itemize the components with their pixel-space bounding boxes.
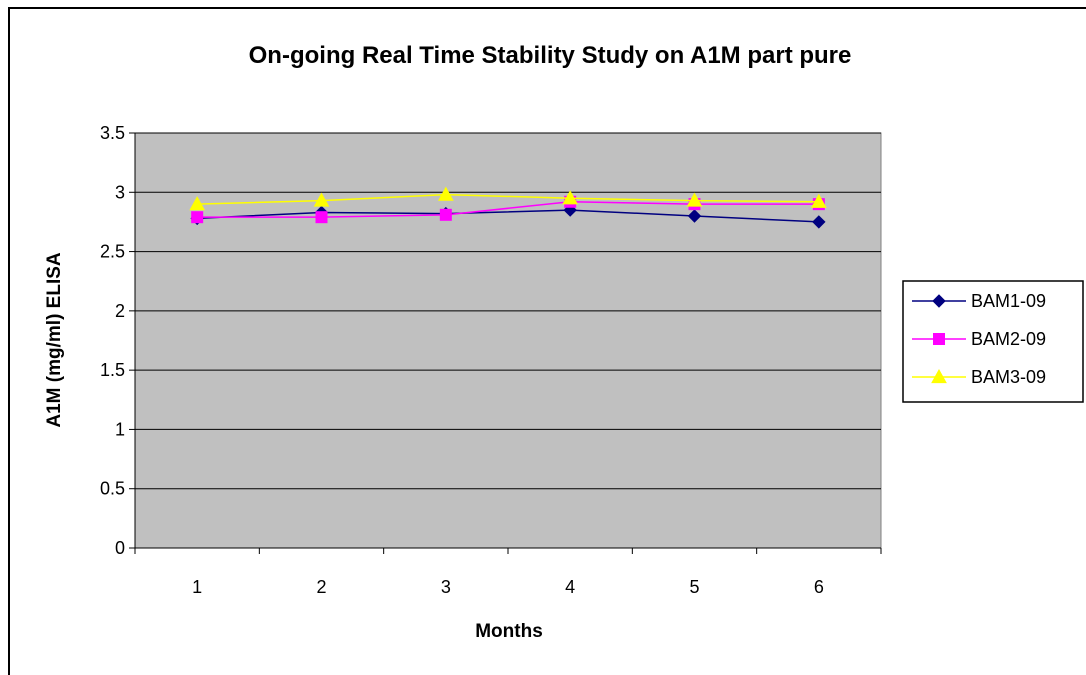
x-tick-label: 6 xyxy=(814,577,824,597)
legend-marker-bam2-09 xyxy=(933,333,945,345)
y-tick-label: 0 xyxy=(115,538,125,558)
x-tick-label: 2 xyxy=(316,577,326,597)
data-point-bam1-09 xyxy=(812,215,826,229)
legend-label-bam1-09: BAM1-09 xyxy=(971,291,1046,311)
data-point-bam3-09 xyxy=(189,196,206,211)
y-tick-label: 0.5 xyxy=(100,479,125,499)
x-axis: 1 2 3 4 5 6 xyxy=(134,547,882,597)
legend-label-bam3-09: BAM3-09 xyxy=(971,367,1046,387)
data-point-bam2-09 xyxy=(315,211,328,224)
x-tick-label: 4 xyxy=(565,577,575,597)
series-line-bam3-09 xyxy=(197,193,819,205)
x-tick-label: 5 xyxy=(689,577,699,597)
y-tick-label: 3 xyxy=(115,182,125,202)
y-axis-title: A1M (mg/ml) ELISA xyxy=(44,252,65,428)
y-tick-label: 2.5 xyxy=(100,242,125,262)
data-point-bam2-09 xyxy=(191,211,204,224)
data-point-bam1-09 xyxy=(687,209,702,223)
y-tick-label: 3.5 xyxy=(100,123,125,143)
legend-marker-bam1-09 xyxy=(932,294,946,308)
y-tick-label: 1 xyxy=(115,419,125,439)
legend: BAM1-09 BAM2-09 BAM3-09 xyxy=(902,280,1084,403)
data-point-bam3-09 xyxy=(437,186,454,201)
grid-lines xyxy=(135,132,881,490)
legend-label-bam2-09: BAM2-09 xyxy=(971,329,1046,349)
series-line-bam1-09 xyxy=(197,209,819,223)
data-point-bam3-09 xyxy=(810,193,827,208)
series-line-bam2-09 xyxy=(197,201,819,218)
data-point-bam2-09 xyxy=(439,208,452,221)
series-layer xyxy=(189,186,827,229)
x-axis-title: Months xyxy=(475,621,543,642)
x-tick-label: 3 xyxy=(441,577,451,597)
data-point-bam3-09 xyxy=(686,192,703,207)
chart-title: On-going Real Time Stability Study on A1… xyxy=(249,42,852,69)
y-tick-label: 2 xyxy=(115,301,125,321)
y-axis: 0 0.5 1 1.5 2 2.5 3 3.5 xyxy=(100,123,136,558)
data-point-bam3-09 xyxy=(313,192,330,207)
legend-marker-bam3-09 xyxy=(931,368,947,384)
x-tick-label: 1 xyxy=(192,577,202,597)
y-tick-label: 1.5 xyxy=(100,360,125,380)
data-point-bam3-09 xyxy=(562,190,579,205)
plot-area xyxy=(134,132,882,549)
